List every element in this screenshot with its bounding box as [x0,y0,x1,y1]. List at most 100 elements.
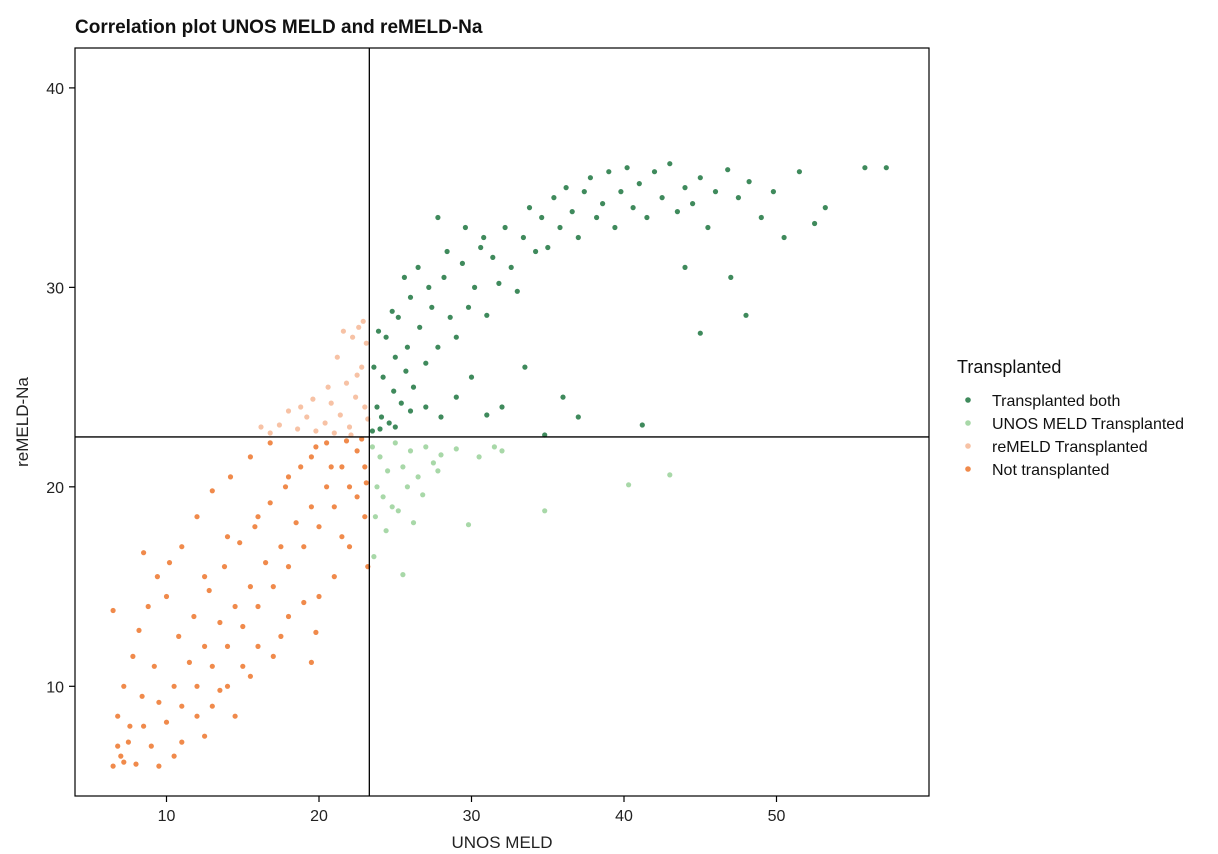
data-point [270,584,276,590]
data-point [465,304,472,310]
data-point [278,633,284,640]
data-point [659,195,665,201]
data-point [560,394,566,400]
data-point [407,448,414,454]
data-point [371,554,377,560]
data-point [310,396,316,402]
data-point [410,384,417,390]
data-point [227,474,234,480]
data-point [313,629,319,636]
data-point [267,500,273,506]
data-point [435,214,441,221]
data-point [224,643,231,650]
data-point [247,673,253,679]
data-point [420,492,426,498]
data-point [883,165,889,171]
data-point [121,683,127,689]
data-point [115,743,121,749]
data-point [194,713,200,719]
data-point [179,739,185,745]
data-point [569,209,575,215]
data-point [441,274,447,280]
data-point [255,643,261,650]
data-point [417,324,423,330]
data-point [542,432,548,438]
data-point [410,520,417,526]
data-point [496,280,502,286]
x-tick-label: 20 [310,808,328,825]
data-point [118,753,124,759]
data-point [339,534,345,540]
data-point [735,195,742,201]
data-point [353,394,359,400]
data-point [392,354,398,360]
data-point [247,584,253,590]
data-point [217,619,223,626]
data-point [581,189,587,195]
data-point [224,534,231,540]
data-point [322,420,328,426]
data-point [400,464,406,470]
data-point [206,587,212,594]
legend-key [965,420,971,426]
data-point [255,514,261,520]
data-point [313,444,319,450]
data-point [626,482,632,488]
data-point [375,328,382,334]
data-point [237,540,243,546]
data-point [331,574,337,580]
data-point [499,404,505,410]
data-point [423,360,429,366]
data-point [426,284,432,290]
x-tick-label: 30 [463,808,481,825]
data-point [667,161,673,167]
data-point [371,364,377,370]
data-point [369,444,375,450]
data-point [209,663,215,669]
data-point [285,613,292,620]
data-point [600,201,606,207]
data-point [348,432,354,438]
data-point [110,607,116,614]
data-point [139,693,145,699]
data-point [587,175,594,181]
data-point [395,314,401,320]
data-point [148,743,154,749]
data-point [746,179,752,185]
x-tick-label: 40 [615,808,633,825]
data-point [151,663,157,669]
data-point [202,574,208,580]
data-point [171,683,177,689]
data-point [781,234,787,241]
data-point [343,380,350,386]
data-point [191,613,197,620]
data-point [110,763,116,769]
y-tick-label: 20 [46,480,64,497]
data-point [484,312,490,318]
data-point [374,484,380,490]
data-point [346,424,353,430]
data-point [526,205,533,211]
data-point [121,759,127,765]
data-point [453,334,459,340]
data-point [278,544,284,550]
data-point [209,703,215,709]
series-unos-meld-transplanted [369,440,673,578]
data-point [334,354,340,360]
data-point [415,474,421,480]
data-point [758,214,764,221]
data-point [491,444,497,450]
data-point [400,572,406,578]
data-point [430,460,436,466]
data-point [359,364,365,370]
data-point [403,368,409,374]
data-point [508,264,514,270]
data-point [136,627,142,634]
series-not-transplanted [110,436,371,769]
data-point [362,464,368,470]
data-point [429,304,435,310]
data-point [295,426,301,432]
data-point [618,189,624,195]
data-point [232,713,238,719]
data-point [267,440,273,446]
